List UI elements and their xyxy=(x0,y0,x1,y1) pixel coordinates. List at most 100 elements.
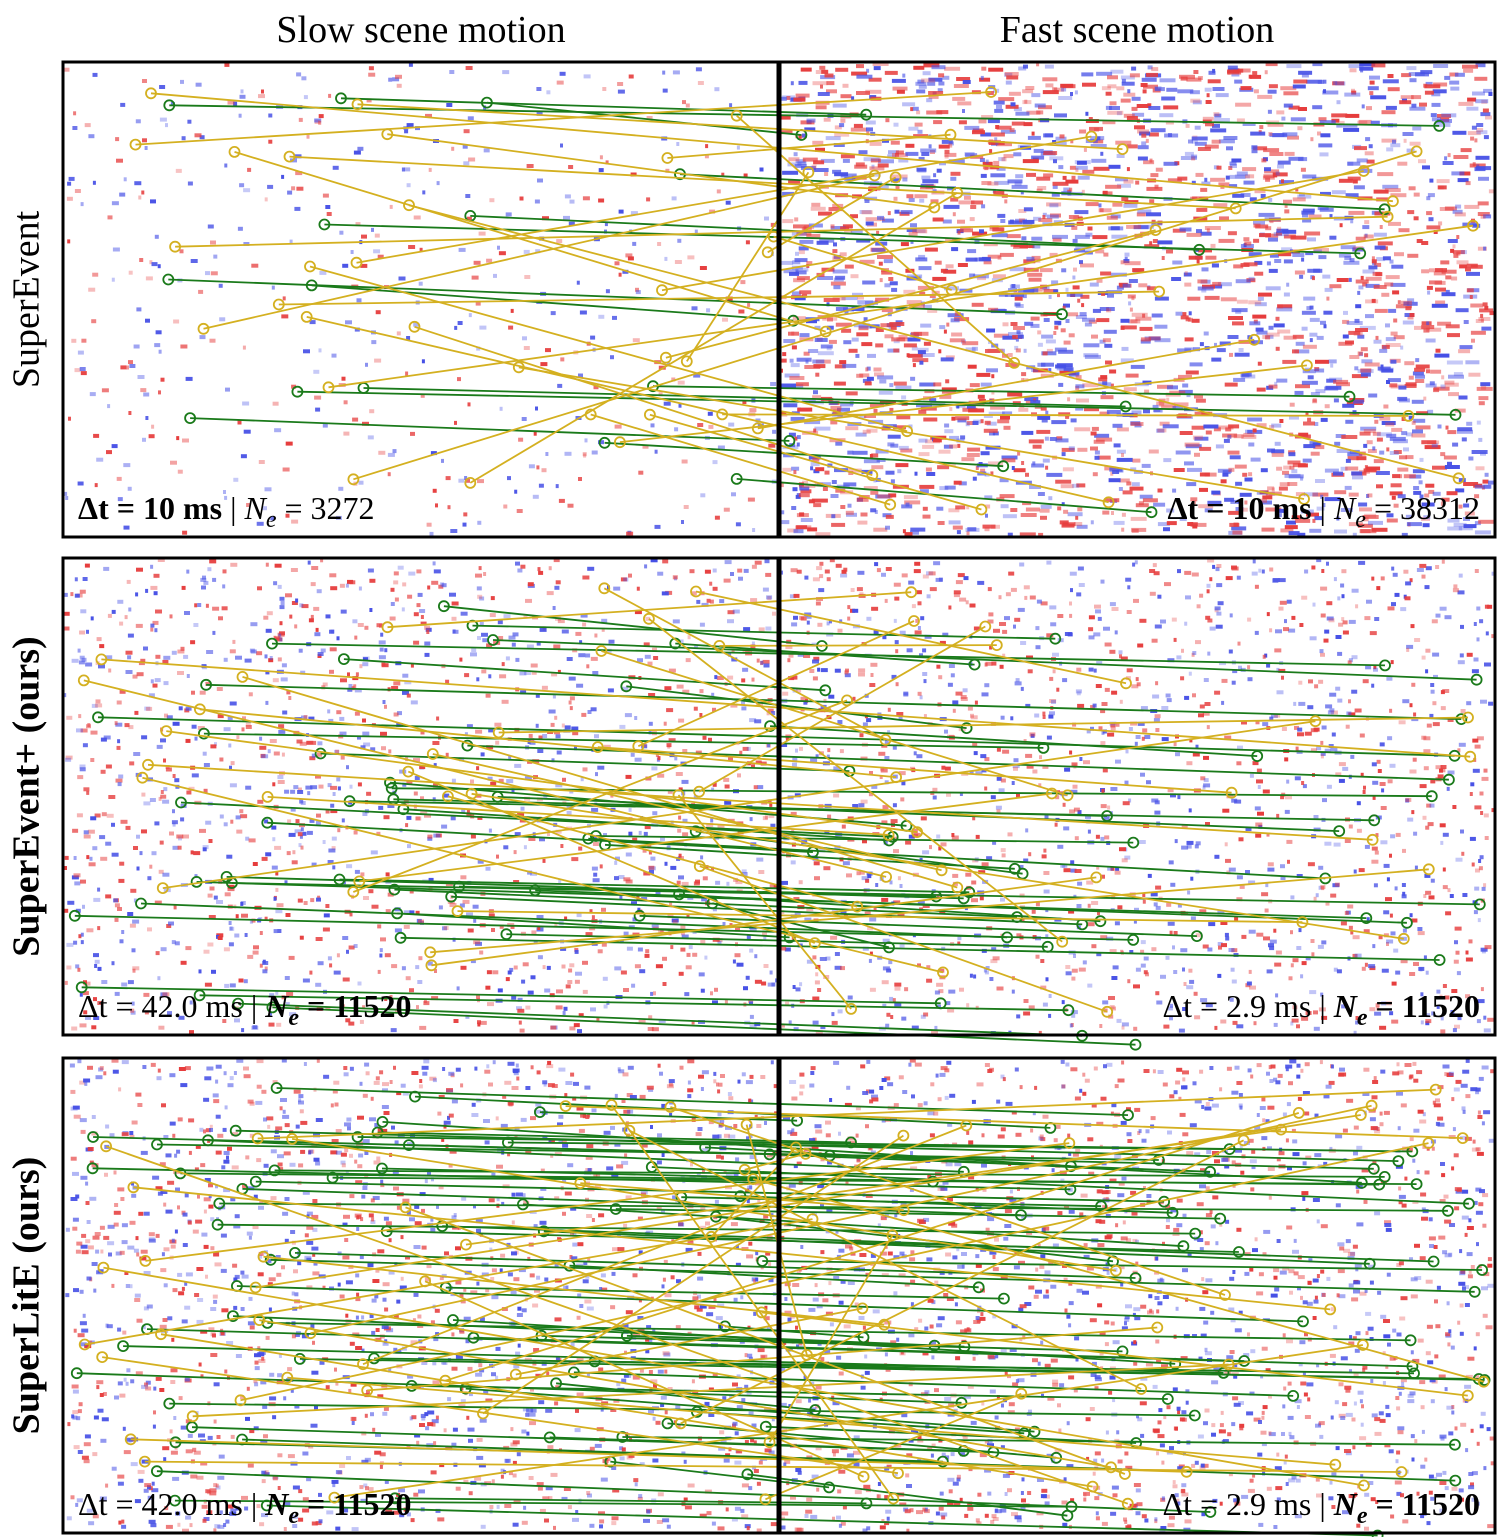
event-pixel xyxy=(1067,312,1079,317)
event-pixel xyxy=(503,845,509,850)
event-pixel xyxy=(1234,79,1243,84)
event-pixel xyxy=(1124,252,1130,257)
event-pixel xyxy=(1322,90,1339,95)
event-pixel xyxy=(176,436,180,441)
event-pixel xyxy=(402,782,407,787)
event-pixel xyxy=(863,459,880,464)
event-pixel xyxy=(929,294,936,298)
event-pixel xyxy=(1269,133,1285,137)
event-pixel xyxy=(341,818,345,823)
event-pixel xyxy=(791,506,797,510)
event-pixel xyxy=(918,254,926,259)
event-pixel xyxy=(578,1013,584,1018)
event-pixel xyxy=(691,1020,695,1025)
event-pixel xyxy=(116,476,122,481)
event-pixel xyxy=(1390,331,1398,336)
event-pixel xyxy=(1093,166,1110,171)
event-pixel xyxy=(601,942,607,947)
event-pixel xyxy=(149,798,156,802)
event-pixel xyxy=(1166,397,1170,402)
event-pixel xyxy=(602,87,607,91)
event-pixel xyxy=(1399,474,1403,479)
keypoint xyxy=(1449,408,1462,421)
event-pixel xyxy=(1458,349,1471,354)
event-pixel xyxy=(229,926,235,931)
event-pixel xyxy=(1025,472,1029,477)
event-pixel xyxy=(359,664,363,669)
event-pixel xyxy=(1297,194,1312,199)
event-pixel xyxy=(1206,589,1210,594)
event-pixel xyxy=(1480,318,1484,323)
event-pixel xyxy=(260,753,266,758)
event-pixel xyxy=(1112,470,1120,474)
event-pixel xyxy=(1387,378,1401,383)
event-pixel xyxy=(165,767,172,772)
event-pixel xyxy=(1425,338,1436,343)
event-pixel xyxy=(1480,112,1491,117)
event-pixel xyxy=(1000,129,1016,134)
event-pixel xyxy=(1449,80,1460,85)
event-pixel xyxy=(589,909,593,914)
event-pixel xyxy=(297,898,303,903)
event-pixel xyxy=(1348,522,1363,527)
event-pixel xyxy=(1190,98,1201,103)
event-pixel xyxy=(419,247,423,252)
event-pixel xyxy=(815,70,828,74)
event-pixel xyxy=(1378,935,1383,940)
event-pixel xyxy=(996,104,1002,109)
event-pixel xyxy=(699,713,703,717)
event-pixel xyxy=(1041,351,1057,356)
event-pixel xyxy=(299,741,307,746)
event-pixel xyxy=(1435,287,1446,292)
event-pixel xyxy=(1416,568,1424,572)
event-pixel xyxy=(530,738,535,743)
event-pixel xyxy=(93,997,97,1002)
event-pixel xyxy=(961,457,975,462)
event-pixel xyxy=(644,825,651,830)
event-pixel xyxy=(858,326,869,331)
event-pixel xyxy=(556,239,563,244)
row-label: SuperEvent xyxy=(6,210,48,388)
event-pixel xyxy=(866,127,873,132)
event-pixel xyxy=(1054,325,1059,330)
event-pixel xyxy=(1352,475,1363,480)
event-pixel xyxy=(920,323,932,328)
event-pixel xyxy=(1036,429,1051,434)
event-pixel xyxy=(800,518,813,522)
event-pixel xyxy=(990,471,994,476)
event-pixel xyxy=(1123,387,1137,392)
event-pixel xyxy=(879,400,896,405)
event-pixel xyxy=(86,855,90,860)
event-pixel xyxy=(278,633,282,638)
event-pixel xyxy=(772,611,776,616)
event-pixel xyxy=(1278,486,1288,491)
event-pixel xyxy=(1081,303,1085,308)
event-pixel xyxy=(1076,524,1088,529)
event-pixel xyxy=(463,512,468,517)
event-pixel xyxy=(115,722,123,727)
event-pixel xyxy=(1298,107,1307,111)
event-pixel xyxy=(1389,436,1406,441)
event-pixel xyxy=(325,1006,331,1011)
event-pixel xyxy=(269,656,273,660)
event-pixel xyxy=(1441,113,1457,118)
event-pixel xyxy=(223,727,231,732)
event-pixel xyxy=(782,445,799,450)
event-pixel xyxy=(1405,306,1412,311)
event-pixel xyxy=(1476,123,1484,127)
event-pixel xyxy=(781,383,796,388)
event-pixel xyxy=(523,249,530,254)
event-pixel xyxy=(921,78,936,83)
event-pixel xyxy=(83,787,90,792)
event-pixel xyxy=(376,831,381,836)
match-line xyxy=(722,413,1409,417)
event-pixel xyxy=(1191,136,1208,141)
event-pixel xyxy=(64,980,68,985)
event-pixel xyxy=(96,637,102,642)
event-pixel xyxy=(717,445,725,450)
event-pixel xyxy=(433,833,441,838)
event-pixel xyxy=(1079,312,1087,317)
event-pixel xyxy=(1097,455,1111,460)
event-pixel xyxy=(803,654,811,658)
event-pixel xyxy=(874,372,884,377)
